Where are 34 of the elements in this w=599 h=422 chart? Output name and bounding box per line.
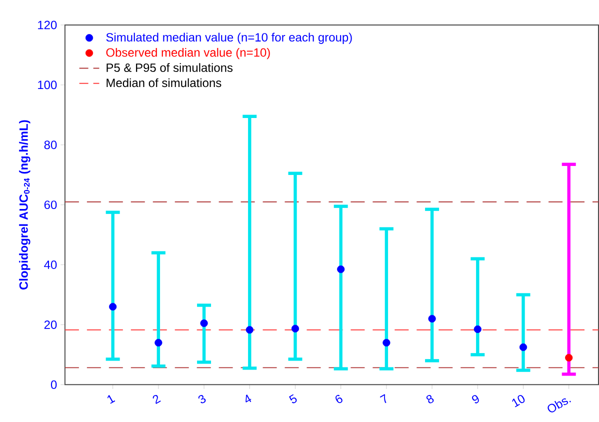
x-tick-label: 1 — [107, 395, 116, 404]
point — [200, 320, 208, 328]
x-tick-label: 7 — [380, 394, 386, 404]
x-tick-label: 2 — [152, 395, 161, 404]
point — [565, 354, 573, 362]
x-tick-label: 5 — [289, 394, 297, 404]
y-tick-label: 120 — [38, 20, 57, 30]
y-tick-label: 40 — [44, 260, 57, 270]
x-tick-label: 3 — [198, 395, 206, 404]
x-tick-label: 9 — [472, 395, 479, 404]
y-axis-title: Clopidogrel AUC$_{0-24}$ (ng.h/mL) — [19, 120, 30, 290]
point — [428, 315, 436, 323]
y-tick-label: 100 — [38, 80, 57, 90]
legend-label: Simulated median value (n=10 for each group) — [106, 32, 352, 44]
point — [109, 303, 117, 311]
legend-label: P5 & P95 of simulations — [106, 63, 233, 72]
point — [382, 339, 390, 347]
x-tick-label: 4 — [246, 394, 252, 403]
x-tick-label: 8 — [426, 395, 434, 404]
x-tick-label: 10 — [512, 395, 525, 408]
point — [337, 266, 345, 274]
point — [246, 326, 254, 334]
y-tick-label: 0 — [50, 380, 57, 390]
point — [474, 326, 482, 334]
y-tick-label: 20 — [44, 320, 57, 330]
x-tick-label: 6 — [336, 395, 342, 404]
point — [291, 324, 300, 333]
legend-label: Median of simulations — [106, 78, 222, 88]
x-tick-label: Obs. — [548, 398, 571, 413]
legend-label: Observed median value (n=10) — [106, 48, 270, 60]
y-tick-label: 80 — [44, 140, 57, 150]
point — [154, 339, 162, 347]
y-tick-label: 60 — [44, 200, 57, 210]
point — [519, 344, 528, 352]
